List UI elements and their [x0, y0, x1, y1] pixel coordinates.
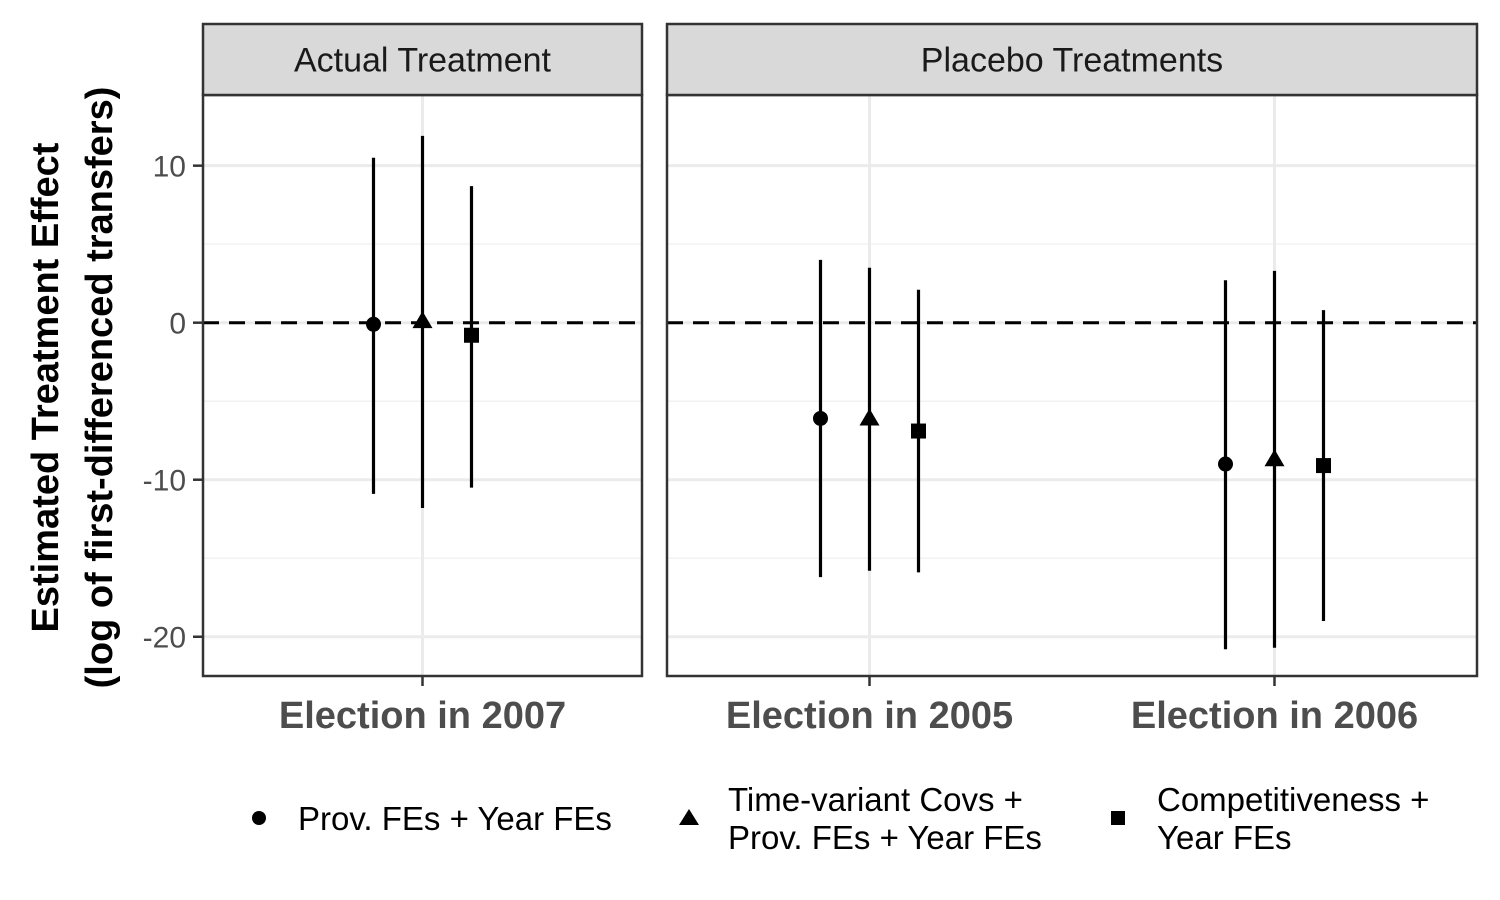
legend-label-line: Prov. FEs + Year FEs [728, 819, 1042, 856]
point-estimate [911, 423, 926, 439]
point-range-election-in-2006-prov-fes-year-fes [1218, 280, 1233, 650]
legend-item-prov-fes-year-fes: Prov. FEs + Year FEs [252, 800, 612, 837]
point-estimate [1218, 456, 1233, 472]
point-range-election-in-2005-competitiveness-year-fes [911, 289, 926, 573]
point-range-election-in-2007-time-variant-covs-prov-fes-year-fes [412, 135, 433, 508]
legend-key-triangle [679, 809, 699, 825]
point-range-election-in-2006-time-variant-covs-prov-fes-year-fes [1264, 270, 1285, 648]
panel-actual-treatment: Actual Treatment Election in 2007 10 0 -10 -2… [143, 22, 644, 737]
legend-label-line: Year FEs [1157, 819, 1292, 856]
point-range-election-in-2005-time-variant-covs-prov-fes-year-fes [859, 267, 880, 571]
point-range-election-in-2006-competitiveness-year-fes [1316, 310, 1331, 622]
point-range-election-in-2007-competitiveness-year-fes [464, 186, 479, 488]
point-estimate [813, 410, 828, 426]
strip-label: Placebo Treatments [921, 42, 1223, 80]
strip-label: Actual Treatment [294, 42, 552, 80]
point-estimate [412, 311, 433, 329]
y-tick-label: -20 [143, 622, 186, 655]
y-axis-title-line-1: Estimated Treatment Effect [25, 142, 67, 632]
point-estimate [859, 408, 880, 426]
point-range-election-in-2005-prov-fes-year-fes [813, 259, 828, 578]
panels: Actual Treatment Election in 2007 10 0 -10 -2… [143, 22, 1479, 737]
legend-key-circle [252, 811, 266, 825]
strip-background [665, 22, 1479, 97]
panel-background [667, 95, 1477, 676]
point-estimate [1316, 458, 1331, 474]
y-tick-label: 10 [153, 151, 186, 184]
x-tick-label: Election in 2005 [726, 695, 1013, 737]
y-tick-label: -10 [143, 465, 186, 498]
legend-label-line: Prov. FEs + Year FEs [298, 800, 612, 837]
legend-label-line: Time-variant Covs + [728, 781, 1023, 818]
legend-item-time-variant-covs-prov-fes-year-fes: Time-variant Covs +Prov. FEs + Year FEs [679, 781, 1042, 856]
point-estimate [464, 327, 479, 343]
point-estimate [366, 316, 381, 332]
x-tick-label: Election in 2007 [279, 695, 566, 737]
point-estimate [1264, 449, 1285, 467]
legend-key-square [1111, 811, 1125, 825]
legend-item-competitiveness-year-fes: Competitiveness +Year FEs [1111, 781, 1429, 856]
panel-placebo-treatments: Placebo Treatments Election in 2005 Electi… [665, 22, 1479, 737]
strip-background [201, 22, 644, 97]
legend-label-line: Competitiveness + [1157, 781, 1429, 818]
y-tick-label: 0 [169, 308, 186, 341]
y-axis-title-line-2: (log of first-differenced transfers) [79, 87, 121, 689]
point-range-election-in-2007-prov-fes-year-fes [366, 157, 381, 494]
y-axis-title: Estimated Treatment Effect (log of first-… [25, 87, 121, 689]
x-tick-label: Election in 2006 [1131, 695, 1418, 737]
